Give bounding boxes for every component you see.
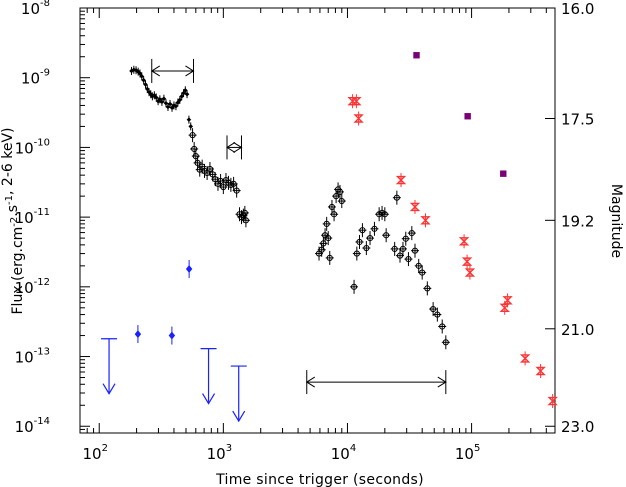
axes-layer: 102 103 104 10510-1410-1310-1210-1110-1010-… (15, 0, 595, 463)
optical-magnitude-point (537, 364, 544, 378)
diamond-marker (169, 332, 175, 340)
xray-flux-point (442, 335, 450, 349)
square-marker (413, 52, 419, 58)
xray-flux-point (366, 231, 374, 245)
y-tick-label: 10-8 (21, 0, 50, 18)
x-tick-label: 104 (331, 443, 356, 463)
upper-limit (231, 366, 247, 421)
x-tick-label: 105 (455, 443, 480, 463)
time-interval-arrow (307, 370, 446, 394)
blue-flux-point (169, 327, 175, 345)
y2-tick-label: 19.2 (561, 212, 594, 230)
xray-flux-point (323, 217, 331, 231)
xray-flux-point (350, 280, 358, 294)
optical-magnitude-point (349, 94, 356, 108)
y-tick-label: 10-14 (15, 416, 50, 436)
optical-magnitude-point (411, 200, 418, 214)
time-interval-arrow (152, 59, 194, 83)
upper-limit (201, 349, 217, 404)
optical-magnitude-point (461, 234, 468, 248)
optical-magnitude-point (398, 173, 405, 187)
x-axis-title: Time since trigger (seconds) (215, 472, 424, 487)
optical-magnitude-point (464, 113, 470, 119)
upper-limit (101, 339, 117, 394)
optical-magnitude-point (353, 94, 360, 108)
xray-flux-point (411, 244, 419, 258)
xray-flux-point (408, 226, 416, 240)
xray-flux-point (189, 128, 197, 142)
diamond-marker (188, 124, 193, 129)
diamond-marker (187, 117, 192, 122)
y-tick-label: 10-10 (15, 137, 50, 157)
xray-flux-point (429, 302, 437, 316)
xray-flux-point (423, 281, 431, 295)
xray-flux-point (418, 266, 426, 280)
optical-magnitude-point (413, 52, 419, 58)
optical-magnitude-point (355, 111, 362, 125)
diamond-marker (135, 330, 141, 338)
y-tick-label: 10-13 (15, 347, 50, 367)
optical-magnitude-point (500, 170, 506, 176)
square-marker (500, 170, 506, 176)
optical-magnitude-point (422, 213, 429, 227)
y-tick-label: 10-9 (21, 68, 50, 88)
plot-frame (80, 8, 555, 433)
square-marker (464, 113, 470, 119)
y2-tick-label: 17.5 (561, 110, 594, 128)
xray-flux-point (370, 222, 378, 236)
data-marks (101, 52, 556, 421)
chart: 102 103 104 105 10-14 10-13 10-12 10-11 10-10 10-… (0, 0, 626, 487)
blue-flux-point (186, 260, 192, 278)
xray-flux-point (404, 252, 412, 266)
y2-tick-label: 21.0 (561, 321, 594, 339)
blue-flux-point (135, 325, 141, 343)
xray-flux-point (415, 259, 423, 273)
diamond-marker (186, 265, 192, 273)
time-interval-arrow (227, 135, 241, 159)
xray-flux-point (382, 228, 390, 242)
xray-flux-point (362, 241, 370, 255)
xray-flux-point (326, 251, 334, 265)
y2-tick-label: 16.0 (561, 0, 594, 18)
optical-magnitude-point (522, 351, 529, 365)
x-tick-label: 102 (82, 443, 107, 463)
flux-light-curve-plot: 102 103 104 10510-1410-1310-1210-1110-1010-… (0, 0, 626, 487)
xray-flux-point (393, 191, 401, 205)
xray-flux-point (391, 242, 399, 256)
y2-axis-title: Magnitude (608, 184, 624, 258)
x-tick-label: 103 (207, 443, 232, 463)
y2-tick-label: 23.0 (561, 418, 594, 436)
xray-flux-point (433, 308, 441, 322)
xray-flux-point (438, 319, 446, 333)
